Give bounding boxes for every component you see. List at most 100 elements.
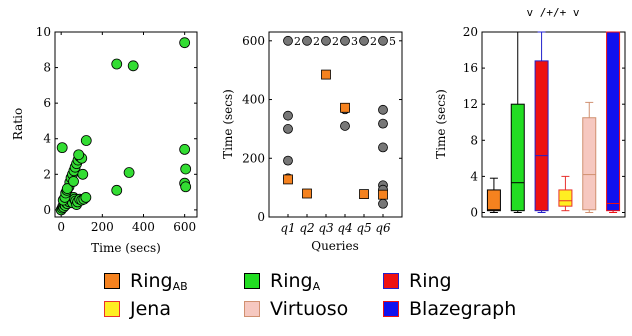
ratio-point	[180, 163, 192, 175]
ratio-point	[56, 142, 68, 154]
query-timeout-point	[378, 35, 388, 46]
legend-item: Ring	[383, 270, 452, 292]
query-x-tick-label: q2	[299, 221, 314, 235]
query-timeout-count: 2	[294, 35, 301, 48]
legend-label-subscript: A	[312, 279, 321, 293]
query-gray-point	[283, 124, 293, 134]
boxplot-y-tick-label: 0	[470, 205, 478, 219]
query-x-tick-label: q1	[280, 221, 295, 235]
legend-swatch	[383, 273, 399, 289]
query-gray-point	[378, 118, 388, 129]
ratio-y-axis-label: Ratio	[11, 108, 25, 140]
legend-label-text: Ring	[270, 269, 313, 292]
ratio-y-tick-label: 4	[43, 132, 51, 146]
legend-label: Ring	[409, 270, 452, 292]
query-gray-point	[283, 110, 293, 121]
legend-item: Jena	[104, 298, 171, 320]
legend-label-text: Ring	[130, 269, 173, 292]
query-timeout-point	[302, 35, 312, 46]
boxplot-box	[510, 103, 525, 212]
ratio-y-tick-label: 0	[43, 203, 51, 217]
legend: RingAB RingA Ring Jena Virtuoso Blazegraph	[104, 270, 544, 334]
legend-label-subscript: AB	[172, 279, 188, 293]
query-x-tick-label: q3	[318, 221, 334, 235]
legend-swatch	[383, 301, 399, 317]
query-timeout-point	[283, 35, 293, 46]
query-timeout-point	[321, 35, 331, 46]
ratio-point	[61, 183, 73, 194]
query-y-axis-label: Time (secs)	[221, 89, 235, 159]
query-timeout-count: 2	[370, 35, 377, 48]
ratio-point	[179, 144, 191, 155]
legend-item: Virtuoso	[244, 298, 348, 320]
legend-label: RingAB	[130, 270, 188, 293]
boxplot-y-tick-label: 12	[463, 97, 478, 111]
ratio-point	[80, 135, 92, 146]
ratio-y-tick-label: 2	[43, 167, 51, 181]
query-y-tick-label: 600	[242, 34, 265, 48]
query-x-tick-label: q4	[337, 221, 352, 235]
boxplot-y-tick-label: 16	[463, 61, 478, 75]
query-timeout-point	[340, 35, 350, 46]
ratio-x-axis-label: Time (secs)	[91, 241, 161, 255]
query-orange-point	[359, 189, 369, 199]
query-x-tick-label: q5	[356, 221, 371, 235]
query-x-axis-label: Queries	[311, 239, 359, 253]
legend-label-text: Ring	[409, 270, 452, 292]
legend-item: RingA	[244, 270, 320, 293]
ratio-y-tick-label: 6	[43, 96, 51, 110]
query-orange-point	[283, 174, 293, 185]
legend-swatch	[104, 301, 120, 317]
legend-item: RingAB	[104, 270, 188, 293]
legend-label: Virtuoso	[270, 298, 348, 320]
boxplot-top-annotation: v /+/+ v	[527, 6, 580, 19]
boxplot-box	[534, 60, 549, 212]
legend-label: RingA	[270, 270, 320, 293]
query-gray-point	[378, 104, 388, 115]
query-timeout-count: 2	[332, 35, 339, 48]
query-y-tick-label: 200	[242, 151, 265, 165]
ratio-x-tick-label: 400	[132, 220, 155, 234]
ratio-point	[77, 168, 89, 180]
query-timeout-count: 5	[389, 35, 396, 48]
boxplot-box	[486, 189, 501, 212]
boxplot-panel: 0 4 8 12 16 20 v /+/+ v Time (secs)	[434, 6, 626, 219]
boxplot-y-tick-label: 4	[470, 169, 478, 183]
boxplot-box	[582, 117, 597, 211]
query-x-tick-label: q6	[375, 221, 391, 235]
legend-swatch	[244, 301, 260, 317]
ratio-x-tick-label: 200	[91, 220, 114, 234]
query-orange-point	[302, 188, 312, 199]
ratio-x-tick-label: 0	[57, 220, 65, 234]
ratio-scatter-panel: 0 200 400 600 0 2 4 6 8 10 Time (secs) Ratio	[11, 25, 198, 255]
query-timeout-count: 2	[313, 35, 320, 48]
boxplot-y-axis-label: Time (secs)	[434, 89, 448, 159]
ratio-plot-frame	[54, 31, 198, 218]
legend-item: Blazegraph	[383, 298, 516, 320]
query-orange-point	[340, 102, 350, 113]
ratio-point	[179, 37, 191, 49]
query-gray-point	[378, 198, 388, 209]
query-plot-frame	[268, 31, 403, 218]
ratio-y-tick-label: 8	[43, 61, 51, 75]
ratio-y-tick-label: 10	[36, 25, 51, 39]
boxplot-y-tick-label: 20	[463, 25, 478, 39]
legend-label-text: Jena	[130, 298, 171, 320]
ratio-point	[80, 192, 92, 203]
query-gray-point	[378, 142, 388, 153]
legend-swatch	[244, 273, 260, 289]
ratio-point	[180, 181, 192, 193]
ratio-point	[111, 184, 123, 196]
query-orange-point	[378, 189, 388, 200]
ratio-point	[123, 167, 135, 178]
legend-label: Blazegraph	[409, 298, 516, 320]
boxplot-box	[558, 189, 573, 207]
boxplot-box	[606, 31, 621, 212]
legend-label-text: Virtuoso	[270, 298, 349, 320]
boxplot-frame	[481, 31, 626, 218]
query-timeout-point	[359, 35, 369, 46]
legend-label: Jena	[130, 298, 171, 320]
legend-swatch	[104, 273, 120, 289]
